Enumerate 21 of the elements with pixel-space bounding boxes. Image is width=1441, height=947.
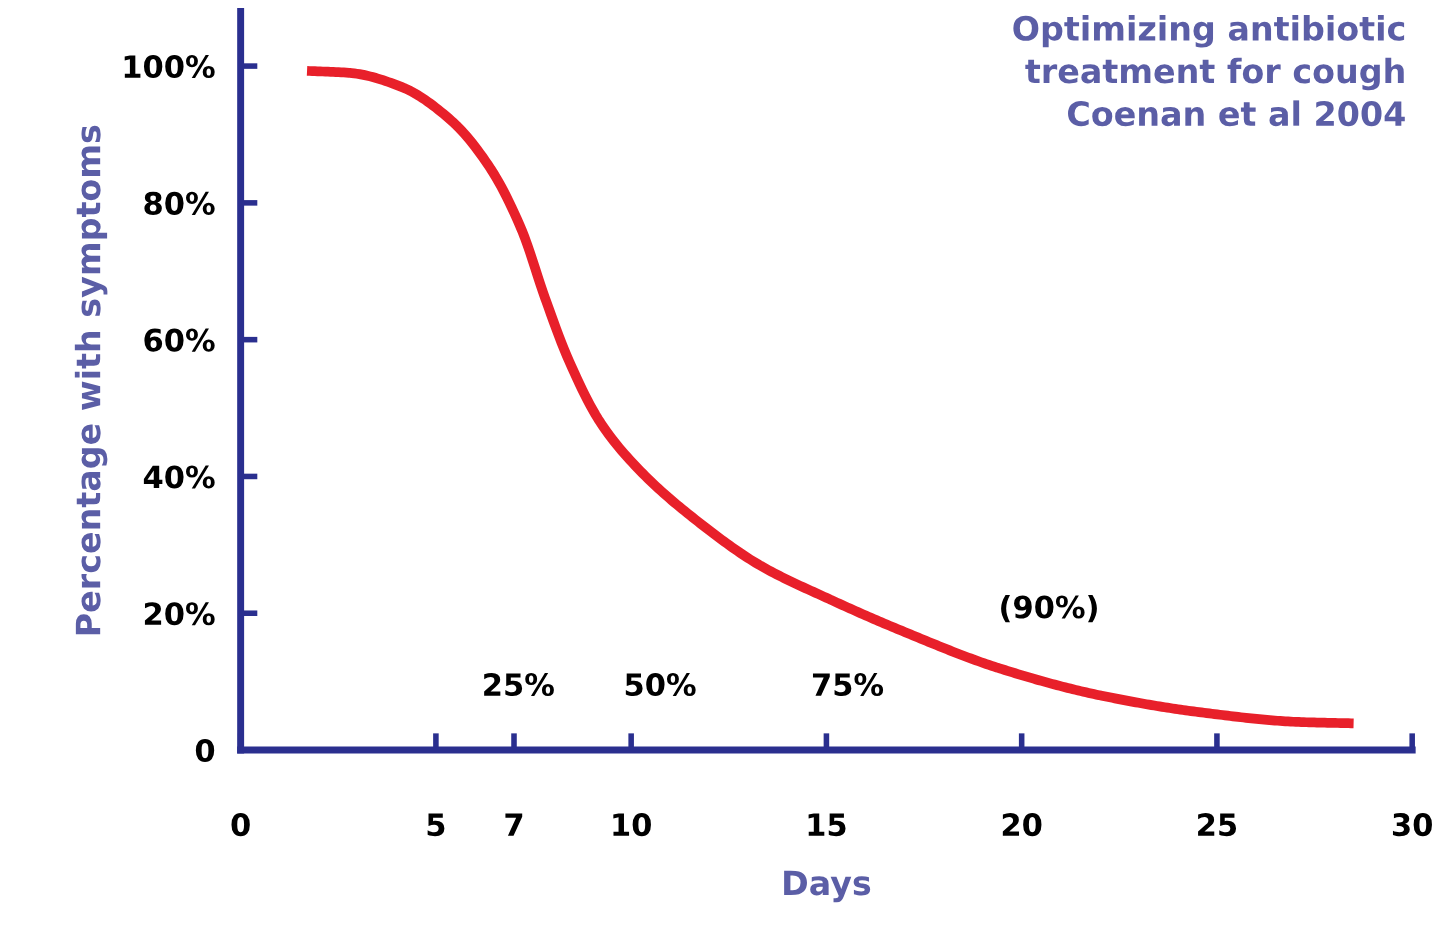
- y-axis-title: Percentage with symptoms: [74, 125, 108, 635]
- annotation: 75%: [812, 672, 884, 697]
- annotation: 50%: [625, 672, 696, 697]
- x-tick-label: 15: [808, 813, 846, 837]
- x-tick-label: 7: [505, 813, 523, 836]
- text: Optimizing antibiotic treatment for cough Coenan et al 2004: [1013, 15, 1405, 127]
- y-tick-label: 100%: [124, 55, 215, 79]
- x-tick-label: 30: [1392, 813, 1432, 837]
- y-tick-label: 20%: [144, 602, 215, 626]
- x-tick-label: 20: [1002, 813, 1042, 837]
- y-tick-label: 40%: [143, 465, 215, 489]
- x-tick-label: 5: [427, 813, 445, 837]
- y-tick-label: 80%: [144, 191, 215, 215]
- y-tick-label: 60%: [144, 328, 215, 352]
- x-tick-label: 10: [613, 813, 651, 837]
- x-tick-label: 25: [1198, 813, 1237, 837]
- x-axis-title: Days: [784, 870, 871, 903]
- annotation: (90%): [1001, 594, 1097, 623]
- x-tick-label: 0: [231, 813, 250, 837]
- y-tick-label: 0: [195, 738, 215, 763]
- annotation: 25%: [484, 672, 554, 697]
